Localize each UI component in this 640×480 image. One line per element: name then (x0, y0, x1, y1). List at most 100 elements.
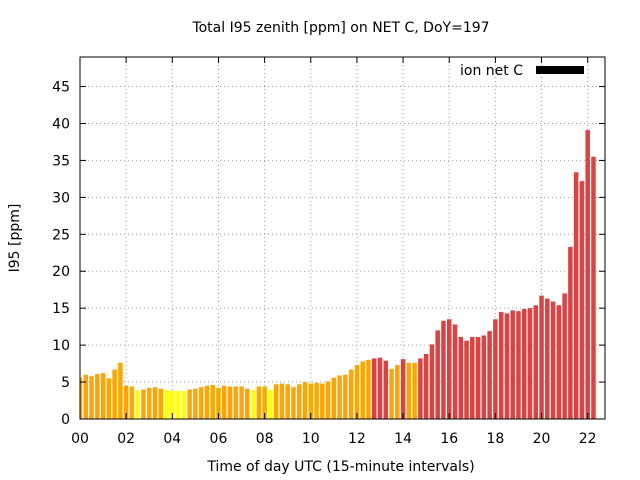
bar (429, 344, 435, 419)
bar (204, 385, 210, 419)
bar (470, 336, 475, 419)
y-tick-label: 45 (52, 80, 70, 96)
bar (579, 181, 585, 419)
bar (152, 387, 158, 419)
bar (406, 362, 412, 419)
plot-frame (79, 56, 606, 420)
bar (423, 353, 429, 419)
bar (296, 384, 302, 419)
bar (354, 365, 360, 419)
y-tick-label: 5 (61, 375, 70, 391)
bar (591, 156, 596, 420)
bar (164, 390, 169, 419)
bar (435, 330, 440, 419)
bar (181, 390, 187, 419)
bar (510, 310, 515, 419)
bar (89, 376, 94, 419)
bar (210, 385, 215, 419)
bar (331, 377, 337, 419)
y-axis-label: I95 [ppm] (7, 204, 23, 273)
bar (314, 382, 319, 419)
bar (366, 359, 371, 419)
bar (452, 324, 458, 419)
bar (273, 384, 279, 419)
bar (550, 301, 556, 419)
x-tick-label: 18 (486, 431, 504, 447)
bar (175, 390, 181, 419)
bar (227, 386, 233, 419)
bars (80, 130, 596, 420)
y-axis: 0 5 10 15 20 25 30 35 40 45 (52, 80, 605, 428)
bar (268, 390, 273, 419)
x-tick-label: 04 (163, 431, 181, 447)
bar (233, 386, 239, 419)
y-tick-label: 0 (61, 412, 70, 428)
bar (498, 311, 504, 419)
x-tick-label: 20 (533, 431, 551, 447)
bar (325, 381, 331, 419)
bar (516, 311, 521, 419)
bar (187, 389, 192, 419)
bar (170, 390, 175, 419)
y-tick-label: 20 (52, 264, 70, 280)
legend: ion net C (460, 63, 584, 79)
bar (123, 385, 129, 419)
bar (291, 387, 296, 419)
bar (308, 383, 314, 419)
bar (245, 388, 250, 419)
x-tick-label: 10 (302, 431, 320, 447)
x-tick-label: 14 (394, 431, 412, 447)
bar (135, 390, 140, 419)
x-tick-label: 02 (117, 431, 135, 447)
bar (418, 358, 423, 419)
y-tick-label: 15 (52, 301, 70, 317)
bar (256, 386, 262, 419)
bar (493, 319, 498, 419)
y-tick-label: 30 (52, 190, 70, 206)
legend-swatch (536, 66, 584, 74)
bar (539, 295, 544, 419)
bar (371, 358, 377, 419)
y-tick-label: 25 (52, 227, 70, 243)
x-axis-label: Time of day UTC (15-minute intervals) (206, 459, 474, 475)
bar (80, 377, 83, 419)
bar (285, 384, 290, 419)
bar (193, 388, 198, 419)
bar (573, 172, 579, 419)
bar (343, 374, 348, 419)
bar (118, 362, 123, 419)
y-tick-label: 40 (52, 116, 70, 132)
bar (412, 362, 417, 419)
bar (262, 386, 267, 419)
x-tick-label: 12 (348, 431, 366, 447)
bar (441, 320, 446, 419)
x-tick-label: 22 (579, 431, 597, 447)
bar (545, 298, 550, 419)
bar (221, 385, 227, 419)
chart-title: Total I95 zenith [ppm] on NET C, DoY=197 (191, 20, 489, 36)
bar (458, 336, 464, 419)
bar (487, 331, 492, 419)
bar (556, 305, 562, 419)
bar (100, 373, 106, 419)
bar (446, 319, 452, 419)
bar (475, 336, 481, 419)
bar (521, 308, 527, 419)
bar (464, 340, 469, 419)
bar (112, 369, 117, 419)
bar (348, 369, 354, 419)
bar (389, 368, 394, 419)
bar (400, 359, 406, 419)
x-axis: 00 02 04 06 08 10 12 14 16 18 20 22 (71, 57, 597, 447)
bar (239, 386, 244, 419)
bar (95, 373, 100, 419)
bar (360, 361, 365, 419)
x-tick-label: 16 (440, 431, 458, 447)
bar (337, 375, 342, 419)
bar (158, 388, 164, 419)
bar (106, 378, 112, 419)
bar (250, 390, 256, 419)
x-tick-label: 06 (210, 431, 228, 447)
bar (129, 386, 135, 419)
x-tick-label: 00 (71, 431, 89, 447)
